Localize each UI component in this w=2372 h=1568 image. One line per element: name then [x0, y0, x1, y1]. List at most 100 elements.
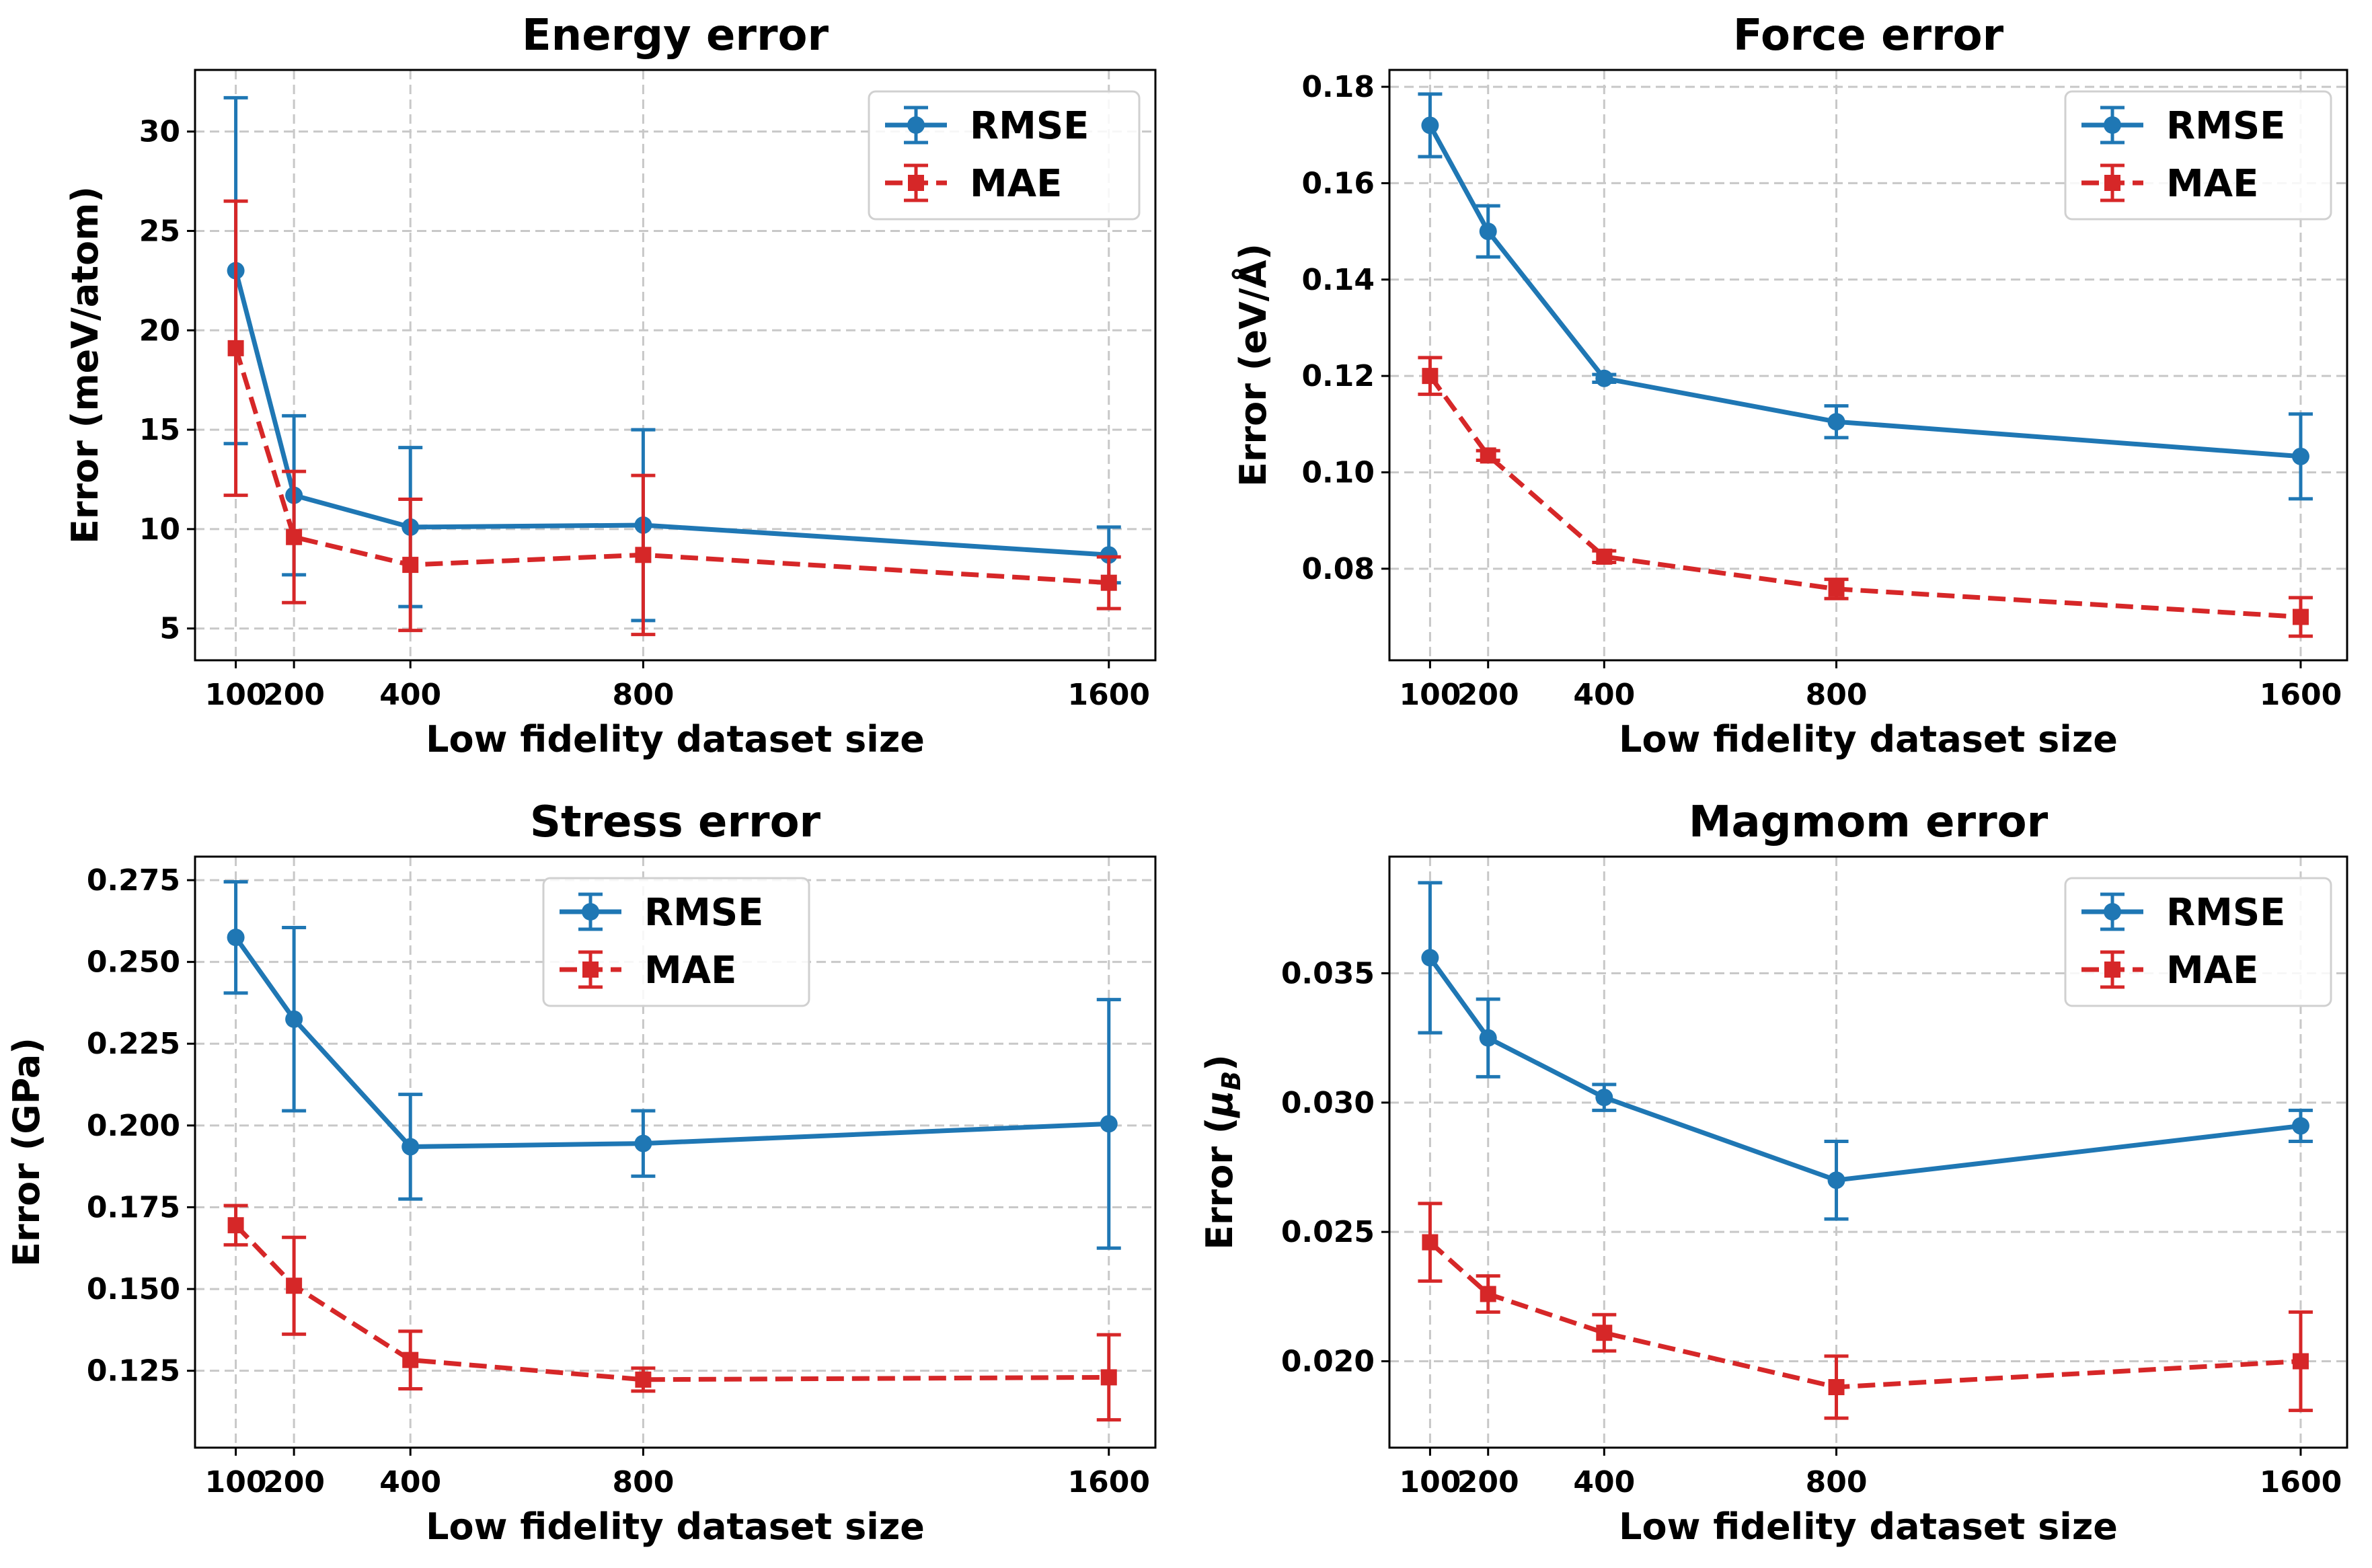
- x-tick-label: 400: [379, 1465, 441, 1499]
- data-point: [2292, 609, 2309, 625]
- plot-frame: [194, 69, 1157, 662]
- chart-title: Magmom error: [1689, 797, 2049, 847]
- y-tick-label: 0.12: [1301, 359, 1375, 393]
- legend-label: MAE: [2166, 162, 2258, 206]
- chart-title: Force error: [1733, 11, 2004, 61]
- data-point: [1827, 413, 1845, 431]
- x-tick-label: 800: [612, 1465, 674, 1499]
- legend-marker: [907, 116, 925, 134]
- x-axis-label: Low fidelity dataset size: [426, 718, 925, 760]
- y-axis-label: Error (μB): [1198, 1054, 1246, 1250]
- x-axis-label: Low fidelity dataset size: [426, 1505, 925, 1548]
- y-tick-label: 0.125: [87, 1354, 180, 1388]
- y-tick-label: 0.14: [1301, 263, 1375, 297]
- y-tick-label: 0.150: [87, 1272, 180, 1306]
- data-point: [635, 547, 652, 563]
- x-axis-label: Low fidelity dataset size: [1619, 1505, 2118, 1548]
- series-mae: [1418, 1202, 2313, 1420]
- x-tick-label: 1600: [1068, 1465, 1150, 1499]
- data-point: [285, 1010, 303, 1028]
- y-tick-label: 0.025: [1281, 1215, 1375, 1249]
- y-tick-label: 0.225: [87, 1027, 180, 1061]
- x-tick-label: 800: [612, 678, 674, 712]
- y-axis-label: Error (GPa): [5, 1037, 48, 1267]
- x-tick-label: 400: [1573, 678, 1635, 712]
- data-point: [1422, 368, 1439, 385]
- legend-marker: [908, 175, 924, 191]
- data-point: [634, 1134, 652, 1152]
- y-tick-label: 0.08: [1301, 552, 1375, 586]
- y-tick-label: 5: [159, 612, 180, 646]
- data-point: [1421, 116, 1439, 134]
- data-point: [2292, 1353, 2309, 1370]
- data-point: [1100, 546, 1118, 564]
- y-tick-label: 0.10: [1301, 455, 1375, 489]
- y-tick-label: 0.030: [1281, 1086, 1375, 1120]
- legend-marker: [582, 962, 599, 978]
- x-axis-label: Low fidelity dataset size: [1619, 718, 2118, 760]
- legend-marker: [2104, 175, 2120, 191]
- data-point: [1596, 548, 1613, 565]
- series-mae: [223, 199, 1121, 637]
- legend-label: MAE: [2166, 949, 2258, 992]
- data-point: [1100, 574, 1117, 591]
- x-tick-label: 100: [1399, 1465, 1461, 1499]
- data-point: [635, 1371, 652, 1388]
- data-point: [227, 1217, 244, 1234]
- x-tick-label: 200: [1457, 678, 1519, 712]
- y-tick-label: 0.18: [1301, 70, 1375, 104]
- data-point: [1100, 1369, 1117, 1386]
- data-point: [1480, 1286, 1496, 1302]
- x-tick-label: 1600: [2260, 678, 2342, 712]
- x-tick-label: 100: [205, 1465, 267, 1499]
- x-tick-label: 1600: [2260, 1465, 2342, 1499]
- data-point: [1595, 1089, 1613, 1107]
- series-line: [1428, 1240, 2301, 1390]
- legend-marker: [2104, 116, 2121, 134]
- data-point: [401, 1138, 420, 1156]
- data-point: [227, 340, 244, 356]
- data-point: [1422, 1234, 1439, 1251]
- data-point: [1480, 447, 1496, 464]
- data-point: [402, 1351, 419, 1368]
- legend-marker: [2104, 962, 2120, 978]
- data-point: [1479, 1029, 1497, 1047]
- x-tick-label: 400: [1573, 1465, 1635, 1499]
- x-tick-label: 100: [205, 678, 267, 712]
- y-tick-label: 0.200: [87, 1109, 180, 1143]
- data-point: [1827, 1171, 1845, 1189]
- y-tick-label: 0.250: [87, 945, 180, 980]
- series-mae: [1418, 356, 2313, 638]
- legend-label: RMSE: [2166, 104, 2285, 148]
- legend-label: RMSE: [644, 891, 763, 935]
- data-point: [1595, 369, 1613, 387]
- plot-frame: [1388, 855, 2348, 1449]
- series-rmse: [1418, 881, 2313, 1221]
- x-tick-label: 200: [263, 678, 325, 712]
- series-rmse: [223, 879, 1121, 1250]
- legend-marker: [582, 903, 599, 920]
- series-line: [233, 270, 1110, 557]
- x-tick-label: 800: [1806, 678, 1868, 712]
- legend-label: RMSE: [2166, 891, 2285, 935]
- chart-title: Energy error: [522, 11, 829, 61]
- y-tick-label: 0.035: [1281, 956, 1375, 990]
- legend: RMSE MAE: [2064, 877, 2332, 1007]
- y-tick-label: 15: [139, 413, 180, 447]
- data-point: [1828, 1378, 1845, 1395]
- x-tick-label: 1600: [1068, 678, 1150, 712]
- x-tick-label: 800: [1806, 1465, 1868, 1499]
- data-point: [286, 1278, 303, 1294]
- data-point: [286, 528, 303, 545]
- legend-label: MAE: [970, 162, 1062, 206]
- data-point: [1828, 580, 1845, 597]
- y-tick-label: 0.175: [87, 1190, 180, 1224]
- legend-marker: [2104, 903, 2121, 920]
- y-axis-label: Error (eV/Å): [1232, 243, 1274, 487]
- legend-label: MAE: [644, 949, 736, 992]
- data-point: [1479, 223, 1497, 241]
